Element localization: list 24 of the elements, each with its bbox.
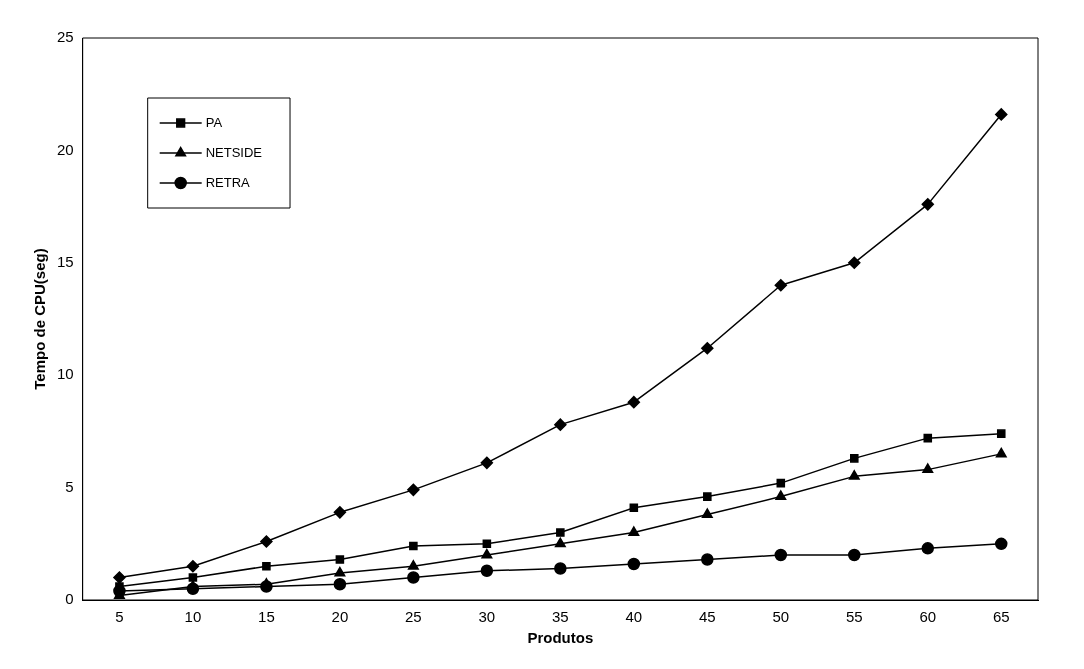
legend-label: RETRA <box>205 174 251 190</box>
y-tick-label: 25 <box>57 28 74 46</box>
x-tick-label: 50 <box>772 608 790 626</box>
x-tick-label: 40 <box>625 608 643 626</box>
x-tick-label: 30 <box>478 608 496 626</box>
x-tick-label: 5 <box>115 608 124 626</box>
x-axis-title: Produtos <box>527 629 594 647</box>
x-tick-label: 20 <box>331 608 349 626</box>
legend-label: NETSIDE <box>205 144 263 160</box>
y-axis-title: Tempo de CPU(seg) <box>31 248 49 390</box>
y-tick-label: 15 <box>57 252 74 270</box>
x-tick-label: 10 <box>184 608 202 626</box>
y-tick-label: 10 <box>57 365 74 383</box>
x-tick-label: 60 <box>919 608 937 626</box>
x-tick-label: 35 <box>552 608 569 626</box>
x-tick-label: 65 <box>992 608 1010 626</box>
x-tick-label: 55 <box>845 608 863 626</box>
y-tick-label: 0 <box>65 590 74 608</box>
x-tick-label: 45 <box>698 608 716 626</box>
y-tick-label: 5 <box>65 477 74 495</box>
legend-label: PA <box>205 114 223 130</box>
x-tick-label: 25 <box>405 608 422 626</box>
x-tick-label: 15 <box>258 608 275 626</box>
y-tick-label: 20 <box>57 140 74 158</box>
